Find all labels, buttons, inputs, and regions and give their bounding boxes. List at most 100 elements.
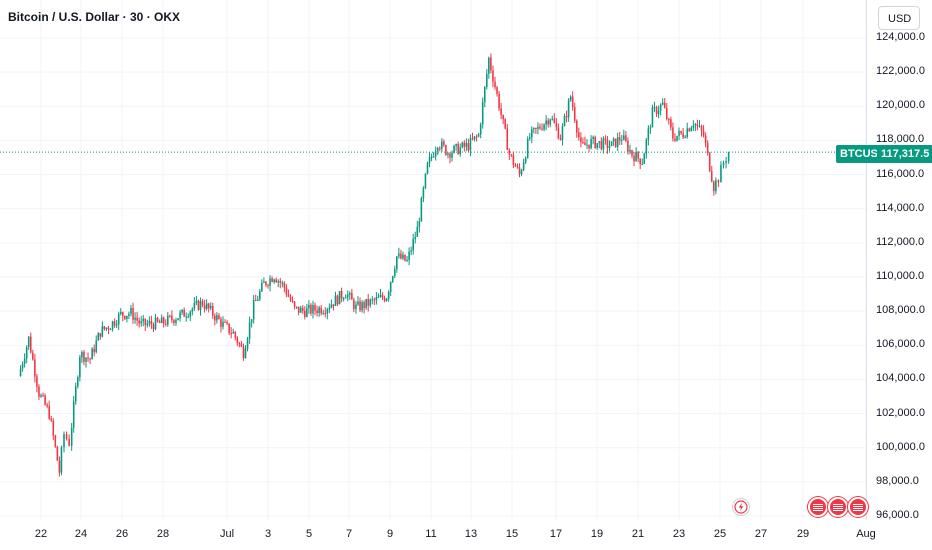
candle-body [128,313,130,316]
candle-body [443,141,445,146]
candle-body [160,317,163,323]
candle-body [665,107,668,119]
candle-body [713,181,715,192]
candle-body [504,119,507,129]
candle-body [412,239,414,251]
candle-body [500,108,502,115]
candle-body [218,315,220,320]
candle-body [375,297,378,301]
candle-body [193,302,196,309]
candle-body [205,303,208,309]
candle-body [195,300,198,303]
candle-body [89,358,91,360]
candle-body [275,279,277,283]
candle-body [324,312,327,314]
candle-body [152,324,155,330]
candle-body [32,352,34,360]
candle-body [496,87,498,94]
candle-body [48,406,50,419]
candle-body [434,151,437,157]
candle-body [516,166,519,168]
candle-body [136,317,138,321]
candle-body [543,124,545,130]
flash-icon[interactable] [732,498,750,516]
candle-body [418,221,421,227]
candle-body [177,318,179,321]
price-axis[interactable] [866,0,932,520]
candle-body [441,141,443,149]
candle-body [310,304,312,314]
candle-body [610,141,613,147]
candle-body [263,281,265,283]
candle-body [414,236,417,240]
candle-body [70,427,73,446]
price-axis-tick: 124,000.0 [876,31,925,43]
candle-body [256,299,259,301]
candle-body [72,401,75,428]
time-axis-tick: 27 [754,528,768,540]
candle-body [85,357,87,362]
candle-body [727,152,730,162]
candle-body [173,319,175,323]
candle-body [191,308,194,312]
candle-body [74,386,77,402]
candle-body [381,294,384,298]
candle-body [201,301,204,306]
candle-body [34,359,36,377]
candle-body [111,321,114,330]
candle-body [600,141,603,150]
candle-body [670,119,672,128]
time-axis[interactable] [0,520,932,550]
candle-body [289,296,292,301]
candle-body [477,134,480,137]
candle-body [21,364,24,369]
candle-body [367,298,369,306]
candle-body [553,118,556,124]
candle-body [702,130,705,136]
candle-body [132,307,134,320]
candle-body [353,299,355,310]
price-axis-tick: 116,000.0 [876,167,925,180]
candle-body [138,320,140,324]
candle-body [99,333,102,337]
candle-body [528,137,531,140]
price-axis-tick: 104,000.0 [876,372,925,385]
currency-button[interactable]: USD [878,6,920,30]
candle-body [234,331,237,338]
candle-body [238,343,241,345]
candle-body [77,377,79,387]
candle-body [301,307,304,311]
time-axis-tick: 17 [549,528,563,540]
candle-body [316,310,318,314]
candle-body [93,348,95,353]
candle-body [271,278,273,282]
candle-body [226,322,228,324]
candle-body [649,127,652,129]
candle-body [518,167,521,175]
time-axis-tick: 19 [590,528,604,540]
candle-body [273,279,275,282]
us-flag-icon[interactable] [808,497,828,517]
candle-body [259,291,261,300]
candle-body [346,294,349,298]
candle-body [465,143,468,147]
candle-body [508,149,511,155]
price-axis-tick: 110,000.0 [876,270,925,282]
candle-body [457,144,459,155]
candle-body [633,155,635,162]
candle-body [639,158,641,165]
candle-body [23,358,26,365]
price-axis-tick: 118,000.0 [876,133,925,146]
candle-body [179,312,181,319]
us-flag-icon[interactable] [848,497,868,517]
candle-body [651,107,654,128]
candle-body [602,138,605,150]
candle-body [293,301,296,307]
candle-body [725,161,727,163]
candle-body [596,143,599,148]
candle-body [641,163,644,165]
candle-body [510,154,513,156]
candle-body [81,352,83,358]
us-flag-icon[interactable] [828,497,848,517]
